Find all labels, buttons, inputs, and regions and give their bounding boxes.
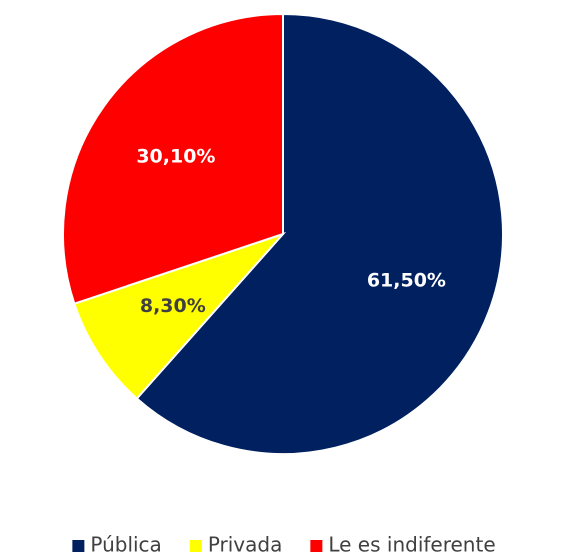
pie-slice bbox=[62, 12, 284, 305]
data-label: 61,50% bbox=[367, 269, 446, 291]
legend-label: Pública bbox=[90, 533, 161, 557]
legend: Pública Privada Le es indiferente bbox=[72, 533, 496, 557]
legend-label: Privada bbox=[208, 533, 283, 557]
data-label: 30,10% bbox=[136, 145, 215, 167]
pie-slice bbox=[135, 12, 504, 455]
legend-label: Le es indiferente bbox=[328, 533, 495, 557]
pie-slice bbox=[73, 231, 287, 400]
legend-marker bbox=[72, 540, 85, 552]
legend-marker bbox=[310, 540, 323, 552]
data-label: 8,30% bbox=[140, 295, 206, 317]
legend-marker bbox=[189, 540, 202, 552]
